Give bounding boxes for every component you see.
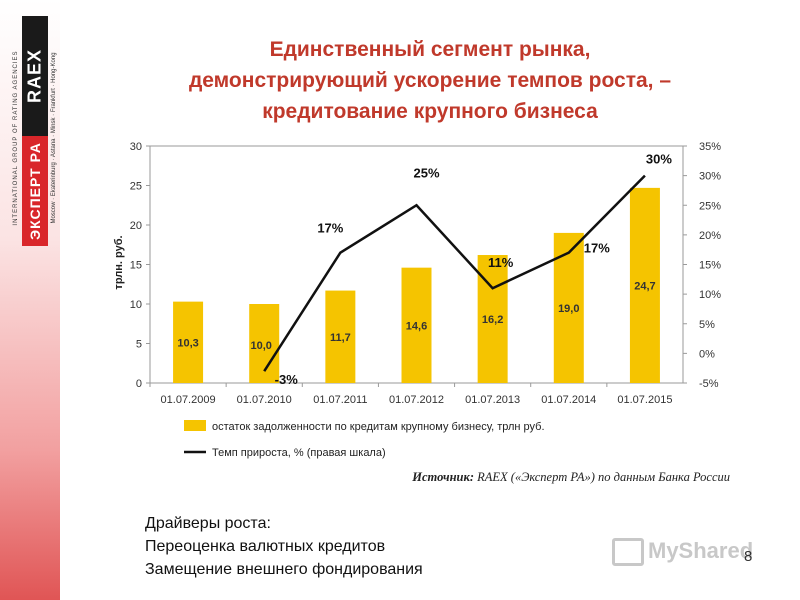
x-tick-label: 01.07.2014: [541, 394, 596, 406]
y-right-tick-label: 30%: [699, 171, 721, 183]
legend-bar-swatch: [184, 420, 206, 431]
x-tick-label: 01.07.2010: [237, 394, 292, 406]
y-right-tick-label: 10%: [699, 289, 721, 301]
line-data-label: 17%: [584, 241, 610, 256]
y-right-tick-label: -5%: [699, 378, 719, 390]
bar: [401, 267, 432, 383]
bar: [325, 290, 356, 383]
x-tick-label: 01.07.2012: [389, 394, 444, 406]
driver-item-1: Переоценка валютных кредитов: [145, 538, 386, 555]
line-data-label: 11%: [488, 255, 514, 270]
bar-data-label: 19,0: [558, 303, 579, 315]
legend-group: остаток задолженности по кредитам крупно…: [184, 420, 545, 459]
legend-bar-label: остаток задолженности по кредитам крупно…: [212, 421, 545, 433]
source-prefix: Источник:: [412, 470, 474, 484]
bar-data-label: 16,2: [482, 314, 503, 326]
axes-group: 0 5 10 15 20 25 30 -5% 0% 5% 10% 15% 20% 25% 30% 35% трл…: [113, 141, 721, 406]
title-line-1: Единственный сегмент рынка,: [269, 38, 591, 61]
y-left-tick-label: 0: [136, 378, 142, 390]
raex-logo: INTERNATIONAL GROUP OF RATING AGENCIES R…: [10, 8, 57, 258]
bar-data-label: 24,7: [634, 280, 655, 292]
title-line-3: кредитование крупного бизнеса: [262, 100, 598, 123]
drivers-heading: Драйверы роста:: [145, 515, 271, 532]
watermark-icon: [612, 538, 644, 567]
source-text: RAEX («Эксперт РА») по данным Банка Росс…: [474, 470, 730, 484]
watermark: MyShared: [612, 538, 753, 567]
y-left-tick-label: 10: [130, 299, 142, 311]
y-right-tick-label: 35%: [699, 141, 721, 153]
x-tick-label: 01.07.2009: [161, 394, 216, 406]
labels-group: 10,3 10,0 11,7 14,6 16,2 19,0 24,7 -3% 17% 25% 11%…: [177, 152, 672, 388]
driver-item-2: Замещение внешнего фондирования: [145, 561, 423, 578]
y-left-tick-label: 5: [136, 339, 142, 351]
logo-expert-block: ЭКСПЕРТ РА: [22, 136, 48, 246]
line-data-label: -3%: [275, 372, 299, 387]
y-right-tick-label: 0%: [699, 348, 715, 360]
line-data-label: 17%: [317, 221, 343, 236]
bar-data-label: 11,7: [330, 332, 351, 344]
line-data-label: 25%: [413, 165, 439, 180]
source-note: Источник: RAEX («Эксперт РА») по данным …: [330, 470, 730, 485]
bar: [629, 187, 660, 383]
y-left-tick-label: 20: [130, 220, 142, 232]
logo-raex-block: RAEX: [22, 16, 48, 136]
line-group: [263, 174, 646, 372]
y-left-tick-label: 25: [130, 181, 142, 193]
slide-title: Единственный сегмент рынка, демонстрирую…: [90, 34, 770, 127]
title-line-2: демонстрирующий ускорение темпов роста, …: [188, 69, 672, 92]
bar-data-label: 10,0: [251, 340, 272, 352]
x-tick-label: 01.07.2013: [465, 394, 520, 406]
page-number: 8: [744, 548, 753, 565]
legend-line-label: Темп прироста, % (правая шкала): [212, 447, 386, 459]
line-data-label: 30%: [646, 152, 672, 167]
y-right-tick-label: 15%: [699, 260, 721, 272]
bar-data-label: 14,6: [406, 320, 427, 332]
x-tick-label: 01.07.2011: [313, 394, 367, 406]
y-axis-label: трлн. руб.: [113, 235, 125, 289]
growth-drivers: Драйверы роста: Переоценка валютных кред…: [145, 512, 423, 581]
y-right-tick-label: 20%: [699, 230, 721, 242]
y-left-tick-label: 30: [130, 141, 142, 153]
y-right-tick-label: 25%: [699, 200, 721, 212]
bar: [173, 301, 204, 383]
x-tick-label: 01.07.2015: [617, 394, 672, 406]
y-left-tick-label: 15: [130, 260, 142, 272]
bar-data-label: 10,3: [177, 337, 198, 349]
y-right-tick-label: 5%: [699, 319, 715, 331]
growth-line: [263, 174, 646, 372]
